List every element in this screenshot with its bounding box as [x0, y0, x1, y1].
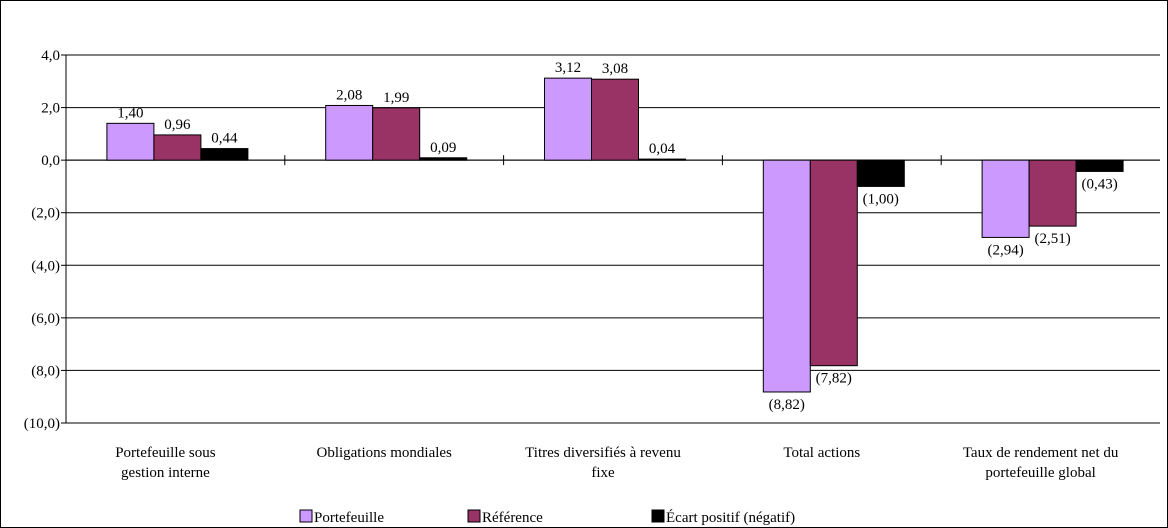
category-label: portefeuille global [985, 465, 1095, 481]
bar [591, 78, 639, 161]
legend-label: Écart positif (négatif) [666, 509, 795, 526]
bar [762, 159, 811, 393]
data-label: 1,99 [383, 90, 409, 106]
bar [638, 158, 686, 161]
data-label: 2,08 [336, 87, 362, 103]
y-tick-label: (10,0) [24, 416, 60, 432]
bar [325, 104, 374, 161]
y-tick-label: (2,0) [31, 206, 60, 222]
y-tick-label: (6,0) [31, 311, 60, 327]
data-label: (8,82) [769, 397, 805, 413]
legend-swatch [299, 509, 313, 523]
bar [856, 159, 905, 187]
data-label: (2,51) [1034, 231, 1070, 247]
category-label: Obligations mondiales [316, 445, 452, 461]
category-label: Taux de rendement net du [963, 445, 1119, 461]
y-tick-label: 2,0 [41, 101, 60, 117]
data-label: 3,12 [555, 60, 581, 76]
y-tick-label: (4,0) [31, 258, 60, 274]
bar [544, 77, 592, 161]
y-tick-label: (8,0) [31, 363, 60, 379]
data-label: 1,40 [117, 105, 143, 121]
bar [981, 159, 1030, 238]
data-labels: 1,40 0,96 0,44 2,08 1,99 0,09 3,12 3,08 0,04 (8,8… [117, 60, 1117, 413]
bar [1028, 159, 1077, 227]
bar [809, 159, 858, 367]
gridlines [66, 54, 1160, 424]
data-label: 0,09 [430, 140, 456, 156]
bar [372, 107, 421, 161]
data-label: 3,08 [602, 61, 628, 77]
bar [106, 122, 155, 161]
category-label: fixe [591, 465, 615, 481]
legend-label: Référence [482, 510, 543, 526]
bar [419, 157, 468, 161]
legend: Portefeuille Référence Écart positif (néga… [299, 509, 795, 526]
bar [200, 148, 249, 161]
bar [1075, 159, 1124, 172]
data-label: (1,00) [863, 191, 899, 207]
bar [153, 134, 202, 161]
legend-label: Portefeuille [314, 510, 384, 526]
bars [106, 77, 1124, 393]
data-label: 0,44 [211, 131, 238, 147]
category-label: Total actions [783, 445, 860, 461]
data-label: 0,04 [649, 141, 676, 157]
legend-swatch [651, 509, 665, 523]
data-label: 0,96 [164, 117, 191, 133]
category-labels: Portefeuille sous gestion interne Obligati… [115, 445, 1119, 481]
category-label: Portefeuille sous [115, 445, 216, 461]
legend-swatch [467, 509, 481, 523]
y-tick-label: 0,0 [41, 153, 60, 169]
data-label: (7,82) [816, 371, 852, 387]
category-label: Titres diversifiés à revenu [525, 445, 681, 461]
y-tick-label: 4,0 [41, 48, 60, 64]
data-label: (0,43) [1081, 176, 1117, 192]
data-label: (2,94) [987, 242, 1023, 258]
category-label: gestion interne [121, 465, 210, 481]
